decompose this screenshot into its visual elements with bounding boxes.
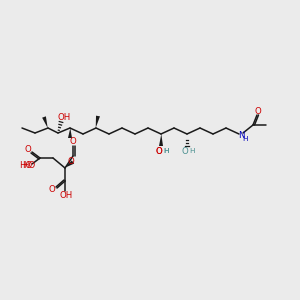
Text: OH: OH — [59, 190, 73, 200]
Polygon shape — [65, 160, 74, 168]
Text: O: O — [25, 146, 32, 154]
Polygon shape — [68, 128, 72, 138]
Text: O: O — [49, 184, 56, 194]
Text: O: O — [255, 107, 261, 116]
Text: O: O — [156, 146, 162, 155]
Text: H: H — [163, 148, 169, 154]
Text: HO: HO — [22, 161, 36, 170]
Polygon shape — [96, 116, 100, 128]
Text: H: H — [242, 136, 248, 142]
Text: O: O — [68, 157, 74, 166]
Text: H: H — [189, 148, 195, 154]
Text: O: O — [182, 146, 188, 155]
Polygon shape — [42, 116, 48, 128]
Text: OH: OH — [57, 113, 70, 122]
Text: H: H — [163, 148, 169, 154]
Polygon shape — [159, 134, 163, 146]
Text: N: N — [238, 130, 244, 140]
Text: O: O — [70, 137, 76, 146]
Text: HO: HO — [20, 161, 33, 170]
Text: O: O — [156, 146, 162, 155]
